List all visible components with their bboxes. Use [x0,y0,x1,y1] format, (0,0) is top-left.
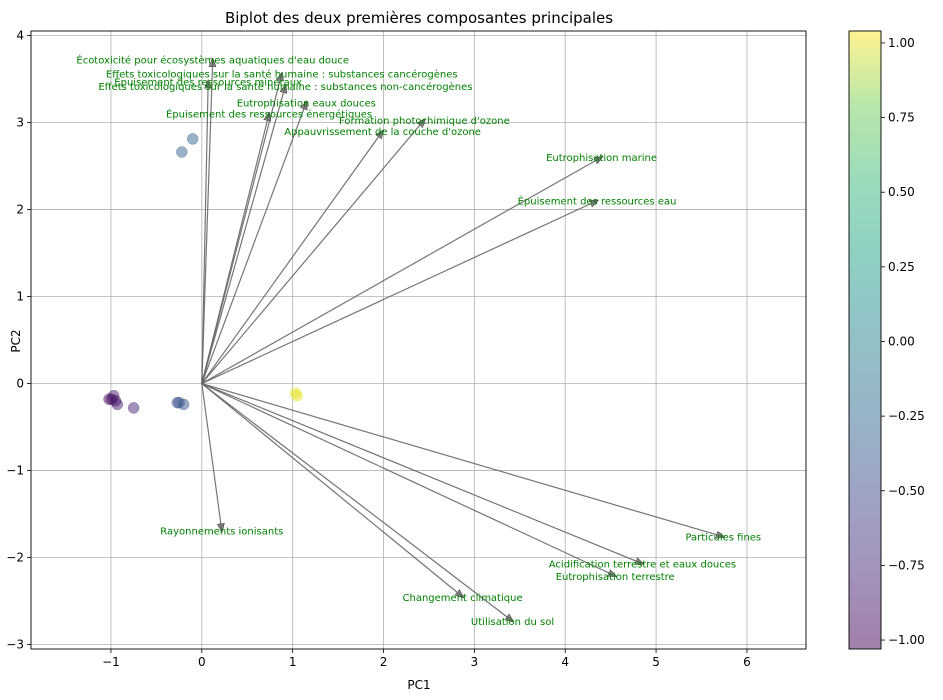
colorbar-tick-label: 0.00 [888,334,915,348]
colorbar-tick-label: 1.00 [888,36,915,50]
x-tick-label: 6 [743,655,751,669]
loading-arrow [201,157,602,385]
y-axis-title: PC2 [9,329,23,352]
loading-label: Rayonnements ionisants [160,527,283,538]
x-tick-label: 3 [471,655,479,669]
loading-arrow [201,131,383,384]
loading-arrows [201,60,724,622]
loading-label: Écotoxicité pour écosystèmes aquatiques … [76,54,349,67]
y-tick-label: −3 [6,638,24,652]
y-tick-label: 0 [16,377,24,391]
x-axis-ticks: −1 0 1 2 3 4 5 6 [102,649,751,669]
x-tick-label: 5 [652,655,660,669]
loading-label: Appauvrissement de la couche d'ozone [284,127,481,138]
loading-label: Utilisation du sol [471,617,554,628]
colorbar-tick-label: 0.25 [888,260,915,274]
plot-frame [30,30,807,650]
x-tick-label: 2 [380,655,388,669]
score-point [177,398,190,411]
loading-arrow [201,120,425,384]
loading-arrow [201,382,643,564]
colorbar-tick-label: 0.50 [888,185,915,199]
loading-arrow [201,383,463,597]
loading-label: Formation photochimique d'ozone [339,116,510,127]
score-point [127,402,140,414]
loading-labels: Écotoxicité pour écosystèmes aquatiques … [76,54,761,628]
y-tick-label: −1 [6,464,24,478]
loading-arrow [201,60,213,384]
grid-lines [31,31,806,649]
colorbar-tick-label: 0.75 [888,111,915,125]
colorbar-gradient [849,31,881,649]
y-axis-ticks: −3 −2 −1 0 1 2 3 4 [6,28,31,652]
colorbar-tick-label: −1.00 [888,633,925,647]
loading-arrow [201,102,306,384]
loading-label: Effets toxicologiques sur la santé humai… [106,69,458,81]
colorbar-tick-label: −0.75 [888,558,925,572]
x-axis-title: PC1 [407,678,430,692]
loading-label: Eutrophisation eaux douces [237,98,376,109]
colorbar-frame [848,30,882,650]
y-tick-label: 2 [16,202,24,216]
colorbar-tick-label: −0.50 [888,484,925,498]
loading-arrow [201,81,208,384]
loading-arrow [201,114,269,384]
loading-label: Acidification terrestre et eaux douces [549,560,736,571]
x-tick-label: 4 [561,655,569,669]
score-point [186,133,199,145]
loading-arrow [201,201,597,385]
loading-arrow [201,382,724,537]
loading-arrow [201,382,615,576]
loading-arrow [201,86,286,384]
score-point [291,389,303,402]
loading-arrow [201,383,222,531]
chart-title: Biplot des deux premières composantes pr… [225,9,613,27]
y-tick-label: 1 [16,289,24,303]
x-tick-label: 1 [289,655,297,669]
y-tick-label: 3 [16,115,24,129]
loading-label: Épuisement des ressources eau [518,195,677,208]
loading-label: Changement climatique [403,593,523,604]
loading-arrow [201,383,513,622]
colorbar: −1.00 −0.75 −0.50 −0.25 0.00 0.25 0.50 0.75 1.00 [848,30,925,650]
x-tick-label: 0 [198,655,206,669]
loading-label: Particules fines [685,533,761,544]
loading-label: Effets toxicologiques sur la santé humai… [98,81,472,93]
y-tick-label: 4 [16,28,24,42]
x-tick-label: −1 [102,655,120,669]
colorbar-tick-label: −0.25 [888,409,925,423]
score-point [176,146,188,158]
y-tick-label: −2 [6,551,24,565]
colorbar-ticks: −1.00 −0.75 −0.50 −0.25 0.00 0.25 0.50 0.75 1.00 [881,36,925,647]
score-points [103,133,303,414]
loading-label: Eutrophisation marine [546,153,657,164]
loading-label: Épuisement des ressources minéraux [114,75,302,88]
loading-label: Épuisement des ressources énergétiques [166,108,372,121]
loading-label: Eutrophisation terrestre [556,572,675,583]
score-point [111,398,124,411]
